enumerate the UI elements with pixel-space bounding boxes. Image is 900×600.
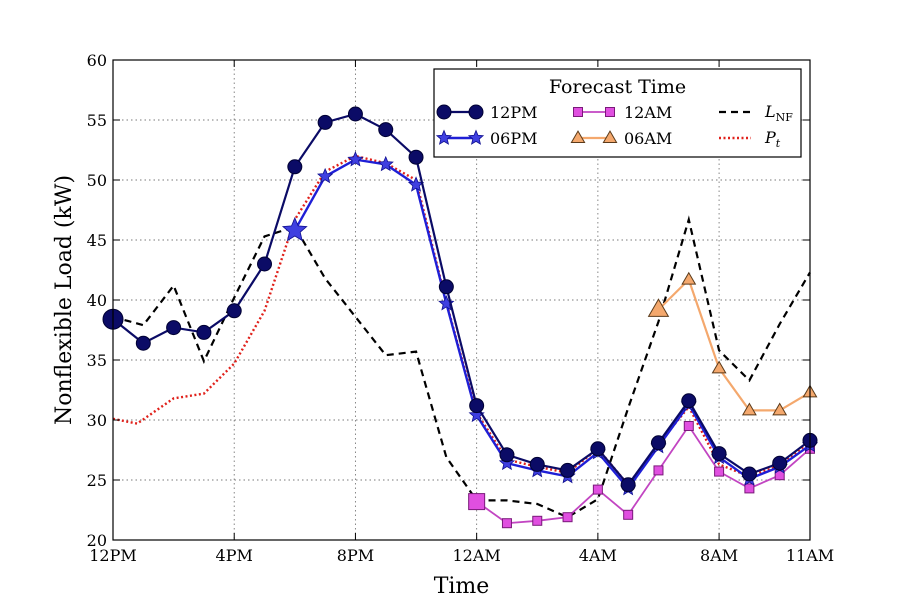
legend-label-s12pm: 12PM (490, 103, 538, 122)
data-point-s06pm (281, 216, 308, 242)
data-point-s12pm (347, 106, 363, 122)
x-tick-label: 12PM (89, 546, 137, 565)
data-point-s12am (653, 465, 664, 476)
y-axis-title: Nonflexible Load (kW) (52, 175, 77, 425)
data-point-s12am (623, 509, 634, 520)
y-tick-label: 50 (87, 171, 107, 190)
y-tick-label: 25 (87, 471, 107, 490)
series-s06am (647, 271, 818, 416)
data-point-s06pm (498, 454, 516, 471)
data-point-s12pm (620, 477, 636, 493)
legend-marker-s06pm (435, 129, 453, 145)
series-s12am (468, 421, 815, 529)
y-tick-label: 60 (87, 51, 107, 70)
data-point-s12pm (166, 320, 182, 336)
data-point-s06pm (377, 155, 394, 172)
data-point-s06pm (317, 167, 334, 184)
data-point-s12pm (590, 441, 606, 457)
data-point-s06am (772, 402, 788, 416)
x-tick-label: 4AM (579, 546, 617, 565)
data-point-s12pm (681, 393, 697, 409)
y-tick-label: 40 (87, 291, 107, 310)
legend-label-lnf-sub: NF (776, 111, 794, 124)
data-point-s12pm (135, 335, 151, 351)
data-point-s12am (532, 515, 543, 526)
legend-title: Forecast Time (549, 76, 686, 98)
legend-box (433, 68, 802, 158)
data-point-s12pm (317, 114, 333, 130)
legend-label-s12am: 12AM (624, 103, 672, 122)
legend-label-s06am: 06AM (624, 129, 672, 148)
data-point-s12am (468, 493, 486, 511)
data-point-s12pm (378, 122, 394, 138)
legend-label-pt-sub: t (776, 137, 781, 150)
data-point-s12pm (772, 455, 788, 471)
data-point-s06am (741, 402, 757, 416)
data-point-s12am (592, 484, 603, 495)
series-s12pm (102, 106, 818, 493)
data-point-s12am (744, 483, 755, 494)
data-point-s12pm (257, 256, 273, 272)
y-tick-label: 30 (87, 411, 107, 430)
x-tick-label: 12AM (453, 546, 501, 565)
data-point-s06pm (438, 295, 455, 311)
data-point-s06am (647, 298, 670, 317)
data-point-s12pm (529, 456, 545, 472)
data-point-s12pm (226, 303, 242, 319)
data-point-s12pm (287, 159, 303, 175)
data-point-s12pm (408, 149, 424, 165)
data-point-s12pm (196, 324, 212, 340)
data-point-s12am (714, 466, 725, 477)
y-tick-label: 35 (87, 351, 107, 370)
series-line-s12am (476, 424, 811, 525)
data-point-s12pm (650, 435, 666, 451)
legend-marker-s12am (605, 107, 615, 117)
x-axis-title: Time (434, 574, 490, 599)
ticks: 20 25 30 35 40 45 50 55 60 12PM 4PM 8PM 12AM 4AM 8AM 11… (87, 51, 835, 565)
legend-marker-s12am (573, 107, 583, 117)
series-layer (102, 106, 819, 529)
x-tick-label: 8PM (337, 546, 374, 565)
legend-marker-s12pm (436, 104, 452, 120)
data-point-s06pm (347, 151, 364, 167)
data-point-s06am (711, 360, 727, 374)
data-point-s12pm (560, 462, 576, 478)
legend-label-s06pm: 06PM (490, 129, 538, 148)
legend-marker-s06pm (467, 129, 485, 145)
data-point-s12am (683, 421, 694, 431)
data-point-s12pm (438, 279, 454, 295)
y-tick-label: 45 (87, 231, 107, 250)
y-tick-label: 55 (87, 111, 107, 130)
x-tick-label: 11AM (786, 546, 834, 565)
data-point-s12am (562, 512, 573, 523)
x-tick-label: 4PM (216, 546, 253, 565)
data-point-s12am (501, 518, 512, 529)
data-point-s06am (681, 271, 697, 285)
x-tick-label: 8AM (700, 546, 738, 565)
legend-marker-s12pm (468, 104, 484, 120)
data-point-s12pm (499, 447, 515, 463)
data-point-s12pm (741, 466, 757, 482)
data-point-s12pm (469, 398, 485, 414)
y-tick-label: 20 (87, 531, 107, 550)
legend-marker-s06am (602, 130, 618, 143)
legend-marker-s06am (570, 130, 586, 143)
data-point-s12pm (711, 446, 727, 462)
